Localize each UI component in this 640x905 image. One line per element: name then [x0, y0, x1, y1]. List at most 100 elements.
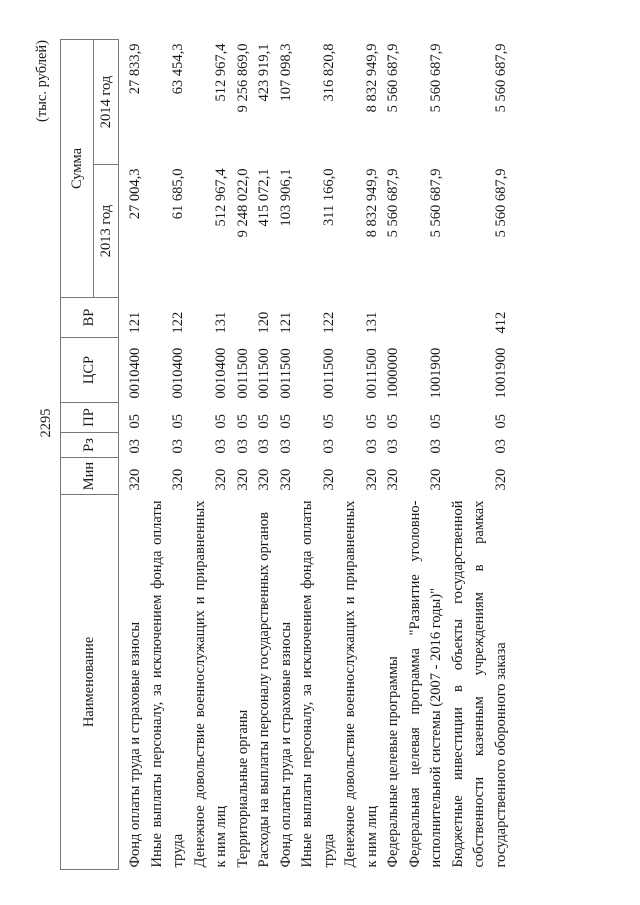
cell-csr: 1000000 [385, 347, 401, 399]
cell-pr: 05 [213, 414, 229, 429]
cell-rz: 03 [320, 439, 337, 454]
cell-min: 320 [213, 468, 229, 491]
cell-y2014: 316 820,8 [320, 43, 337, 102]
cell-y2013: 103 906,1 [277, 168, 294, 227]
cell-min: 320 [363, 468, 380, 491]
cell-y2013: 311 166,0 [320, 168, 337, 226]
header-sum: Сумма [60, 39, 94, 298]
table-row: Фонд оплаты труда и страховые взносы 320 0… [119, 40, 147, 870]
cell-y2013: 9 248 022,0 [234, 168, 251, 238]
cell-csr: 0011500 [363, 348, 380, 399]
cell-name: Фонд оплаты труда и страховые взносы [277, 621, 294, 868]
budget-table: Наименование Мин Рз ПР ЦСР ВР Сумма 2013… [60, 39, 512, 870]
cell-rz: 03 [234, 439, 251, 454]
cell-y2013: 8 832 949,9 [363, 168, 380, 238]
cell-min: 320 [256, 468, 272, 491]
cell-name: Иные выплаты персоналу, за исключением ф… [148, 500, 187, 868]
cell-y2014: 5 560 687,9 [385, 43, 401, 113]
cell-pr: 05 [320, 414, 337, 429]
cell-y2014: 8 832 949,9 [363, 43, 380, 113]
header-2013: 2013 год [93, 164, 119, 298]
cell-vr: 120 [256, 311, 272, 334]
cell-rz: 03 [385, 439, 401, 454]
cell-rz: 03 [277, 439, 294, 454]
cell-vr: 122 [170, 311, 186, 334]
cell-rz: 03 [213, 439, 229, 454]
cell-pr: 05 [256, 414, 272, 429]
table-header: Наименование Мин Рз ПР ЦСР ВР Сумма 2013… [60, 39, 119, 870]
table-row: Федеральная целевая программа "Развитие … [405, 40, 448, 870]
header-min: Мин [60, 457, 119, 495]
cell-min: 320 [492, 468, 509, 491]
cell-min: 320 [234, 468, 251, 491]
cell-min: 320 [170, 468, 186, 491]
table-row: Денежное довольствие военнослужащих и пр… [340, 40, 383, 870]
header-name: Наименование [60, 494, 119, 870]
cell-min: 320 [277, 468, 294, 491]
cell-name: Денежное довольствие военнослужащих и пр… [342, 500, 380, 868]
cell-vr [405, 298, 448, 338]
table-row: Бюджетные инвестиции в объекты государст… [448, 40, 513, 870]
cell-min: 320 [428, 468, 444, 491]
cell-name: Денежное довольствие военнослужащих и пр… [191, 500, 230, 868]
cell-rz: 03 [428, 439, 444, 454]
cell-y2014: 5 560 687,9 [428, 43, 444, 113]
cell-csr: 0010400 [213, 347, 229, 399]
cell-csr: 0010400 [127, 347, 143, 399]
table-row: Иные выплаты персоналу, за исключением ф… [147, 40, 190, 870]
cell-y2013: 5 560 687,9 [428, 168, 444, 238]
cell-vr: 122 [320, 311, 337, 334]
cell-csr: 1001900 [492, 347, 509, 399]
cell-rz: 03 [170, 439, 186, 454]
cell-y2014: 107 098,3 [277, 43, 294, 102]
header-csr: ЦСР [60, 337, 119, 403]
cell-pr: 05 [492, 414, 509, 429]
cell-vr: 131 [363, 311, 380, 334]
header-rz: Рз [60, 432, 119, 458]
cell-name: Бюджетные инвестиции в объекты государст… [449, 500, 509, 868]
cell-y2014: 423 919,1 [256, 43, 272, 102]
cell-vr: 131 [213, 311, 229, 334]
cell-rz: 03 [127, 439, 143, 454]
cell-pr: 05 [385, 414, 401, 429]
cell-y2013: 61 685,0 [170, 168, 186, 220]
cell-rz: 03 [492, 439, 509, 454]
cell-vr: 121 [127, 311, 143, 334]
cell-y2014: 63 454,3 [170, 43, 186, 95]
cell-name: Фонд оплаты труда и страховые взносы [127, 621, 143, 868]
cell-name: Федеральная целевая программа "Развитие … [406, 500, 445, 868]
cell-pr: 05 [127, 414, 143, 429]
cell-pr: 05 [277, 414, 294, 429]
cell-y2013: 415 072,1 [256, 168, 272, 227]
table-body: Фонд оплаты труда и страховые взносы 320 0… [119, 40, 513, 870]
cell-pr: 05 [170, 414, 186, 429]
table-row: Иные выплаты персоналу, за исключением ф… [297, 40, 340, 870]
cell-vr [383, 298, 405, 338]
cell-csr: 0011500 [256, 348, 272, 399]
cell-csr: 0011500 [320, 348, 337, 399]
table-row: Федеральные целевые программы 320 03 05 1000… [383, 40, 405, 870]
cell-pr: 05 [363, 414, 380, 429]
cell-y2013: 27 004,3 [127, 168, 143, 220]
header-pr: ПР [60, 402, 119, 433]
cell-name: Федеральные целевые программы [385, 656, 401, 868]
cell-vr: 412 [492, 311, 509, 334]
cell-name: Территориальные органы [234, 709, 251, 868]
cell-min: 320 [385, 468, 401, 491]
cell-csr: 0011500 [277, 348, 294, 399]
cell-min: 320 [127, 468, 143, 491]
cell-y2014: 27 833,9 [127, 43, 143, 95]
cell-vr: 121 [277, 311, 294, 334]
cell-y2013: 512 967,4 [213, 168, 229, 227]
cell-vr [233, 298, 255, 338]
cell-pr: 05 [428, 414, 444, 429]
cell-csr: 0010400 [170, 347, 186, 399]
header-2014: 2014 год [93, 39, 119, 165]
cell-y2013: 5 560 687,9 [385, 168, 401, 238]
cell-y2014: 512 967,4 [213, 43, 229, 102]
cell-pr: 05 [234, 414, 251, 429]
cell-y2014: 9 256 869,0 [234, 43, 251, 113]
cell-min: 320 [320, 468, 337, 491]
cell-name: Иные выплаты персоналу, за исключением ф… [299, 500, 337, 868]
